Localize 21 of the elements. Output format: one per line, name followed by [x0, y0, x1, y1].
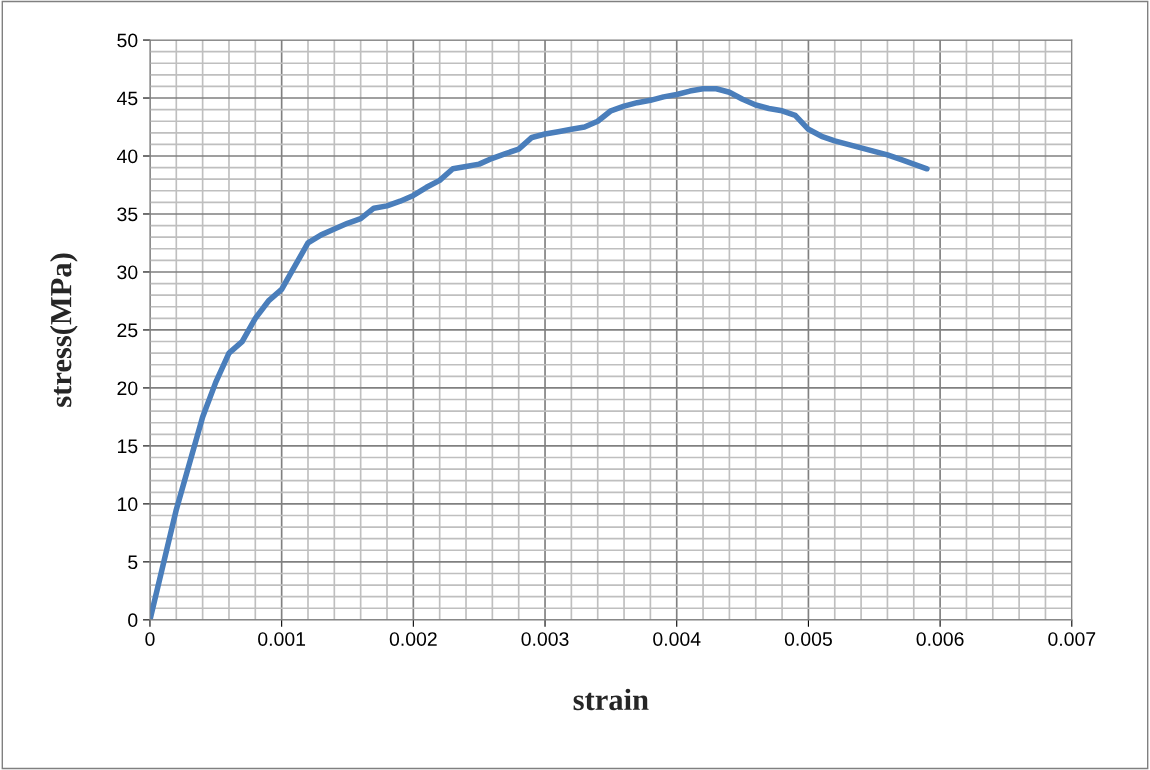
y-tick-label: 10 [118, 497, 138, 512]
y-tick-label: 5 [128, 555, 138, 570]
y-tick-label: 20 [117, 381, 138, 396]
x-tick-label: 0.006 [916, 632, 964, 646]
y-tick-label: 40 [116, 149, 138, 164]
y-tick-label: 45 [116, 91, 138, 106]
y-axis-title: stress(MPa) [49, 253, 78, 407]
y-tick-label: 15 [118, 439, 138, 454]
x-tick-label: 0.002 [389, 632, 437, 646]
x-tick-label: 0 [145, 632, 155, 646]
x-tick-label: 0.001 [258, 632, 306, 646]
x-tick-label: 0.005 [784, 632, 832, 646]
y-tick-label: 25 [117, 323, 138, 338]
x-tick-label: 0.007 [1048, 632, 1096, 646]
y-tick-label: 35 [117, 207, 138, 222]
y-tick-label: 50 [117, 33, 138, 48]
y-tick-label: 30 [117, 265, 138, 280]
x-tick-label: 0.004 [653, 632, 701, 646]
x-axis-title: strain [573, 688, 649, 711]
x-tick-label: 0.003 [521, 632, 569, 646]
y-tick-label: 0 [128, 613, 138, 628]
